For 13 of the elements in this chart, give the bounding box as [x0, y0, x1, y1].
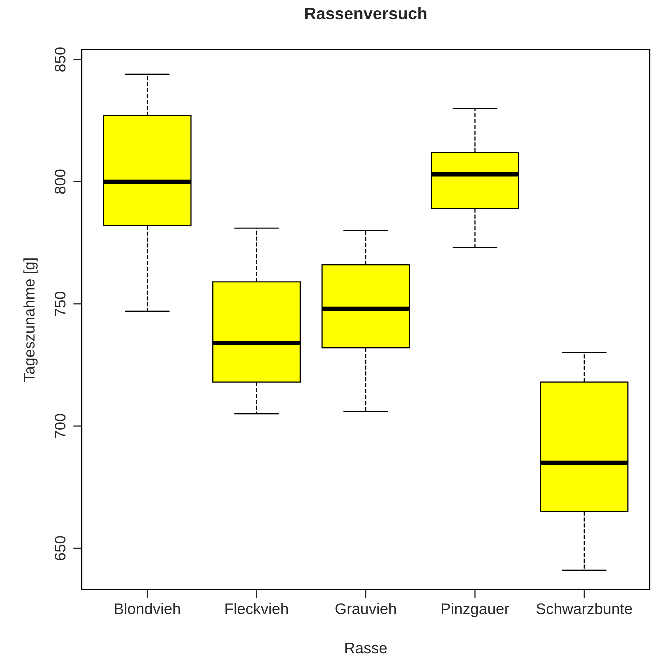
y-tick-label: 750 — [54, 292, 66, 316]
x-axis-title: Rasse — [346, 642, 387, 654]
x-tick-label: Pinzgauer — [442, 603, 510, 618]
x-tick-label: Grauvieh — [336, 603, 396, 614]
y-axis-title: Tageszunahme [g] — [24, 258, 38, 382]
y-tick-label: 800 — [54, 170, 66, 194]
x-tick-label: Fleckvieh — [226, 603, 288, 614]
chart-title: Rassenversuch — [306, 7, 427, 20]
x-tick-label: Schwarzbunte — [536, 603, 632, 614]
y-tick-label: 850 — [54, 48, 66, 72]
y-tick-label: 650 — [54, 536, 66, 560]
y-tick-label: 700 — [54, 414, 66, 438]
x-tick-label: Blondvieh — [115, 603, 180, 614]
